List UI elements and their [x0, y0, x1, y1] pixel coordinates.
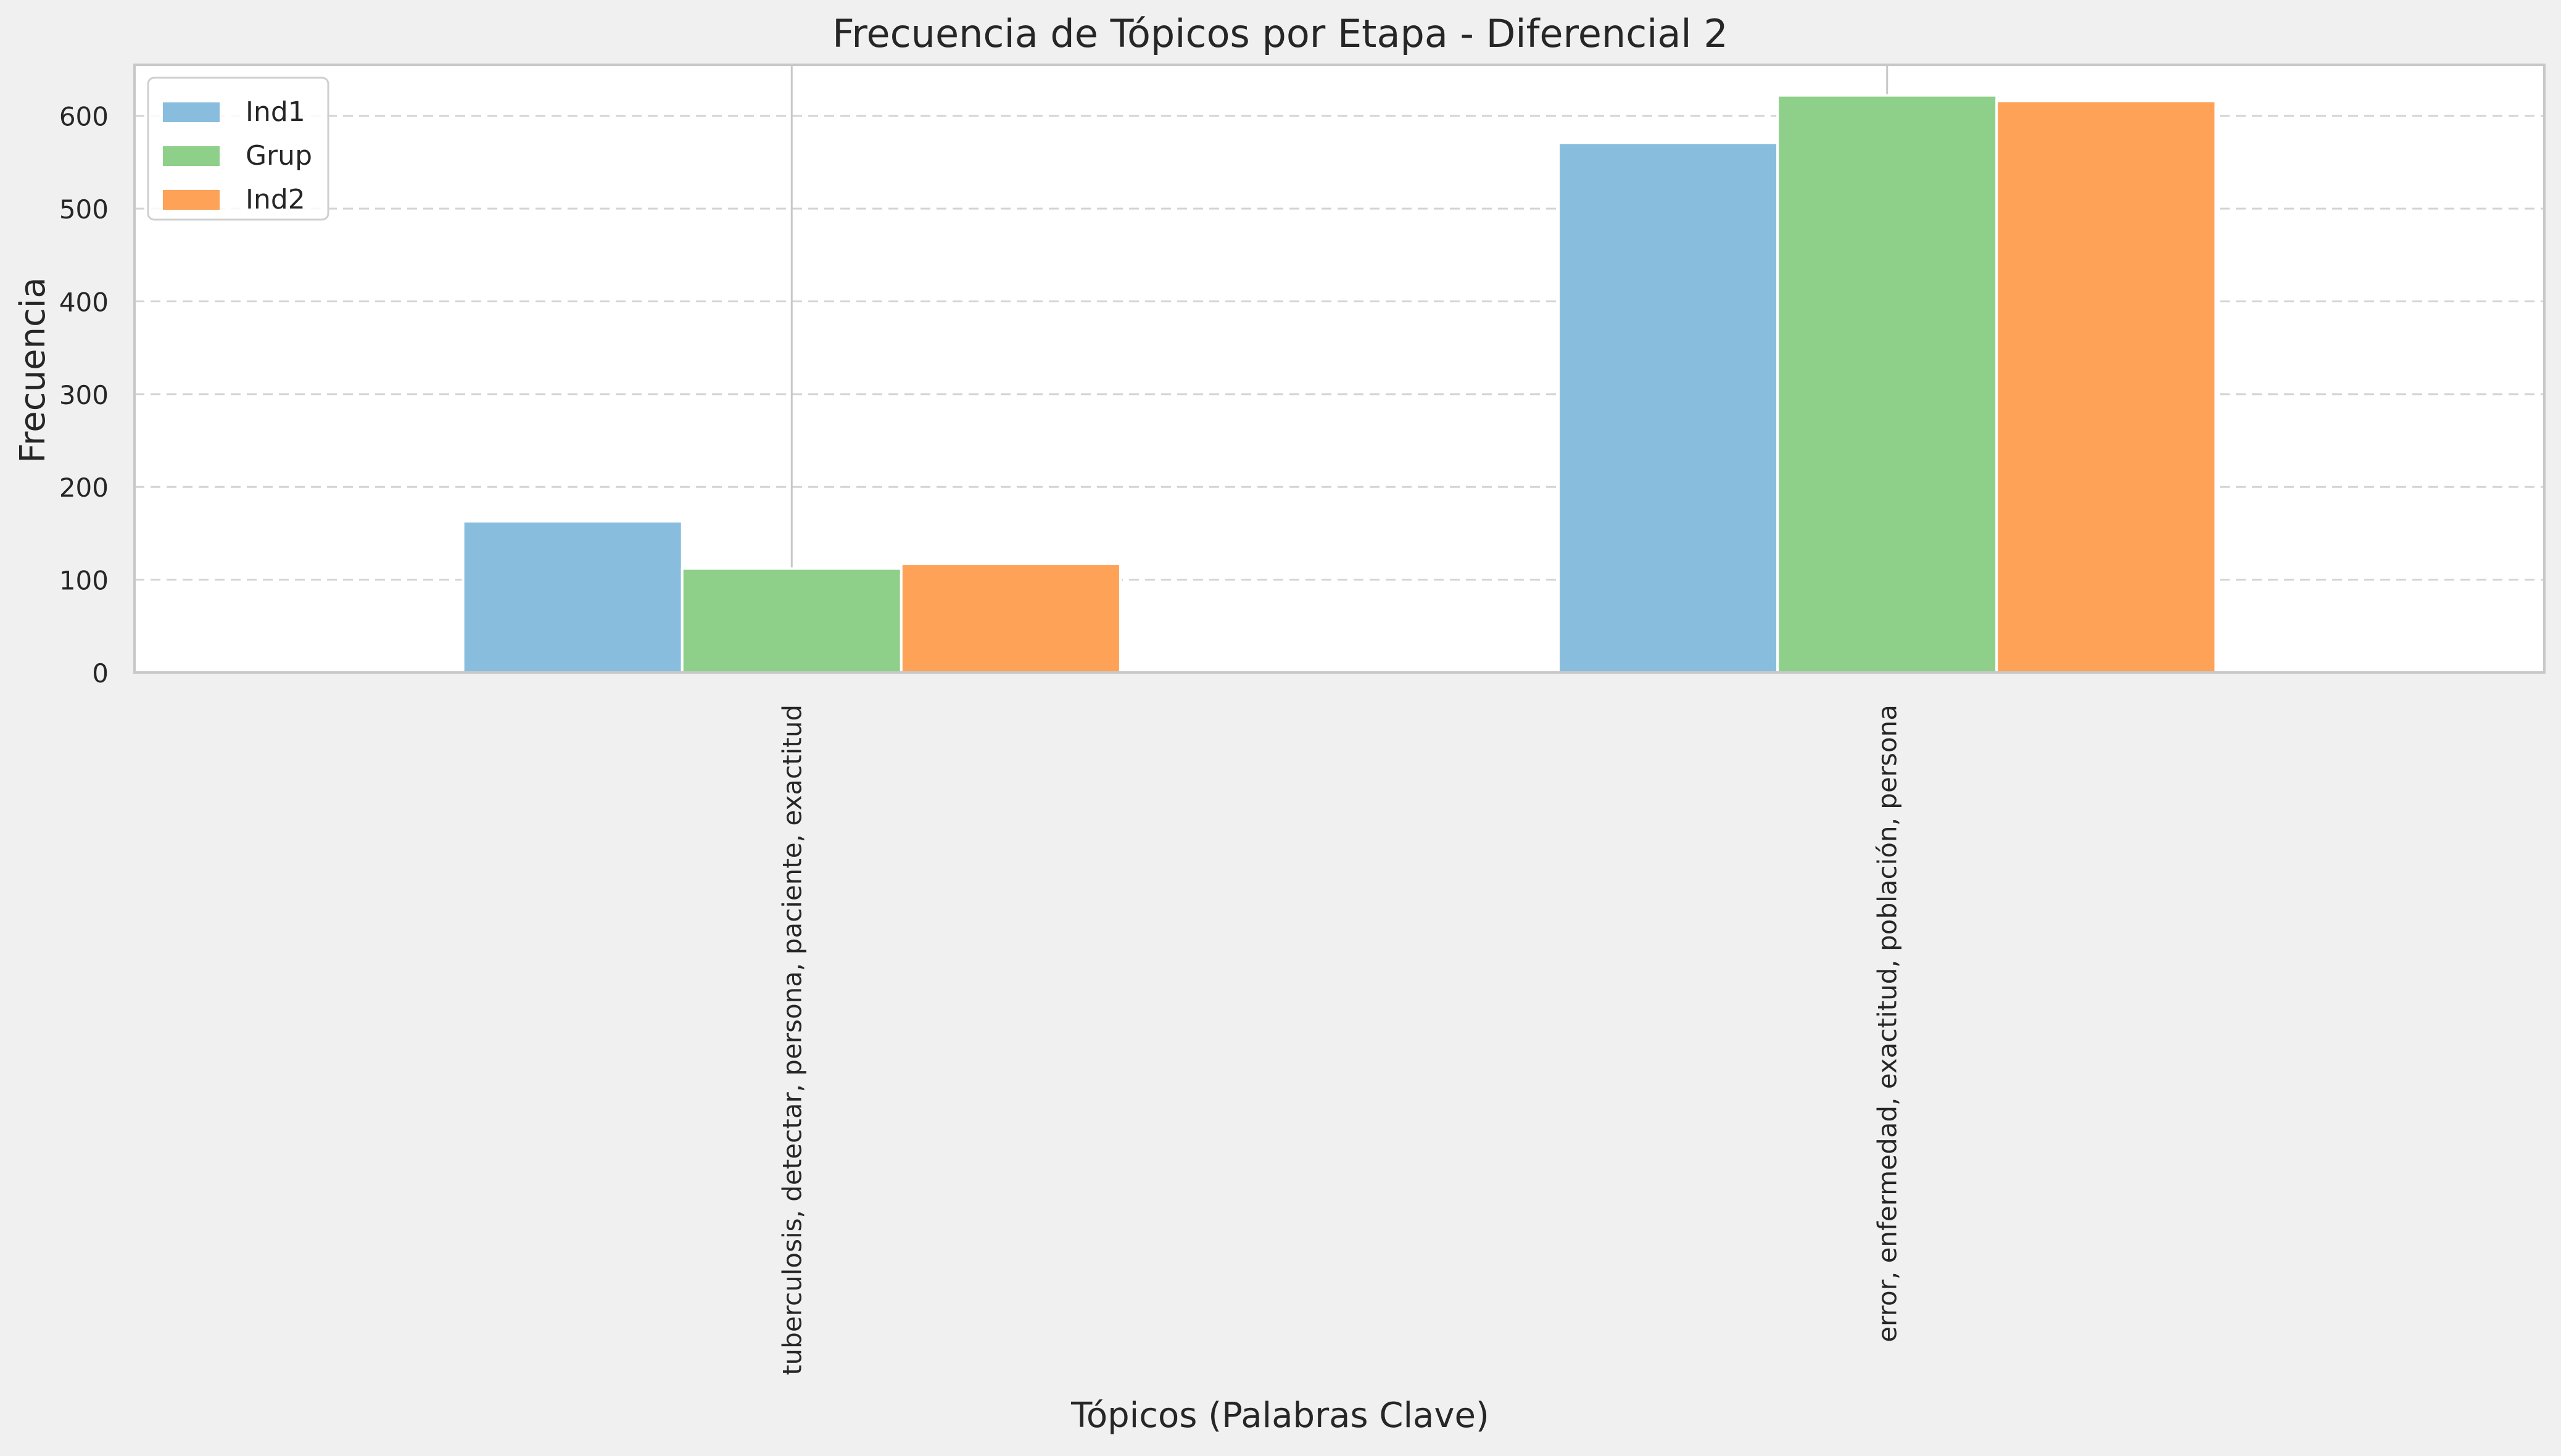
bar-grup-1	[1776, 94, 1998, 674]
y-tick-label: 300	[59, 380, 109, 410]
y-axis-label: Frecuencia	[13, 277, 53, 463]
y-tick-label: 100	[59, 566, 109, 596]
x-axis-label: Tópicos (Palabras Clave)	[1070, 1396, 1489, 1436]
bar-grup-0	[681, 567, 903, 674]
y-tick-label: 600	[59, 102, 109, 132]
legend: Ind1 Grup Ind2	[147, 77, 329, 221]
y-tick-labels: 0 100 200 300 400 500 600	[59, 102, 109, 689]
legend-label-grup: Grup	[246, 140, 312, 172]
bar-ind2-0	[900, 563, 1122, 674]
legend-label-ind2: Ind2	[246, 184, 305, 215]
y-tick-label: 500	[59, 194, 109, 225]
y-tick-label: 400	[59, 287, 109, 317]
bar-ind1-0	[461, 519, 684, 674]
legend-swatch-ind1	[163, 102, 220, 122]
x-tick-labels: tuberculosis, detectar, persona, pacient…	[777, 705, 1902, 1375]
bar-ind1-1	[1557, 141, 1779, 674]
y-tick-label: 200	[59, 473, 109, 503]
x-tick-label: error, enfermedad, exactitud, población,…	[1872, 705, 1903, 1342]
y-tick-label: 0	[92, 658, 109, 689]
bars	[461, 94, 2217, 674]
bar-ind2-1	[1995, 99, 2217, 674]
legend-label-ind1: Ind1	[246, 96, 305, 128]
x-tick-label: tuberculosis, detectar, persona, pacient…	[777, 705, 807, 1375]
legend-swatch-ind2	[163, 190, 220, 210]
chart-title: Frecuencia de Tópicos por Etapa - Difere…	[832, 11, 1728, 56]
plot-border	[133, 64, 2546, 674]
legend-swatch-grup	[163, 146, 220, 166]
